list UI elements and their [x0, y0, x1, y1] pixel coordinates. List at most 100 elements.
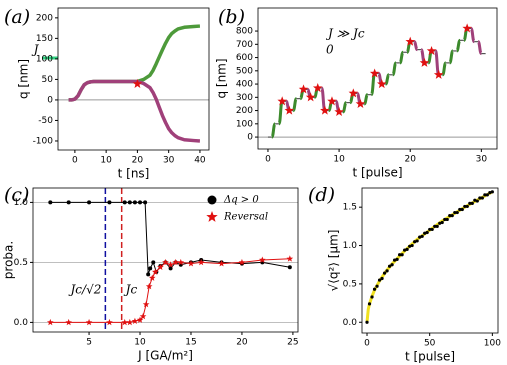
star-marker: [187, 260, 195, 267]
panel: 0 100 200 300 400 500 600 700 800 0 10 20 30 t [pulse…: [215, 6, 498, 180]
transition: [270, 122, 277, 139]
star-marker: [348, 88, 359, 98]
annotation: J ≫ Jc: [325, 27, 365, 41]
star-marker: [121, 318, 129, 326]
star-marker: [136, 316, 144, 323]
legend-label: Δq > 0: [223, 195, 259, 206]
x-axis-label: t [ns]: [118, 167, 150, 181]
point: [151, 260, 156, 265]
point: [380, 276, 384, 281]
point: [428, 227, 432, 232]
point: [138, 200, 143, 205]
point: [146, 272, 151, 277]
point: [375, 284, 379, 288]
x-tick-label: 10: [100, 156, 112, 166]
star-marker: [305, 92, 316, 102]
transition: [384, 73, 390, 86]
annotation: J: [31, 43, 40, 57]
point: [465, 204, 469, 209]
y-tick-label: 1.0: [14, 198, 29, 208]
point: [470, 201, 474, 205]
y-tick-label: 700: [236, 40, 253, 50]
plot-frame: [361, 187, 499, 334]
point: [385, 269, 389, 273]
point: [168, 266, 173, 271]
x-tick-label: 5: [86, 338, 92, 348]
point: [66, 200, 71, 205]
star-marker: [126, 318, 134, 326]
star-marker: [277, 96, 287, 106]
star-marker: [320, 105, 330, 115]
panel-label: (a): [4, 6, 30, 28]
transition: [476, 40, 483, 56]
y-tick-label: 0.0: [14, 318, 29, 328]
panel-label: (c): [4, 184, 29, 206]
point: [87, 200, 92, 205]
point: [107, 200, 112, 205]
star-marker: [145, 282, 153, 290]
star-marker: [139, 312, 147, 320]
y-tick-label: 600: [236, 53, 253, 63]
x-tick-label: 0: [364, 339, 370, 349]
point: [490, 190, 494, 194]
y-tick-label: 400: [236, 80, 253, 90]
x-tick-label: 30: [476, 155, 488, 165]
x-tick-label: 20: [236, 338, 248, 348]
plot-frame: [32, 187, 299, 333]
transition: [398, 50, 405, 65]
point: [410, 243, 414, 248]
point: [450, 214, 454, 218]
x-tick-label: 40: [194, 156, 206, 166]
point: [458, 207, 462, 212]
plot-area: [362, 188, 498, 333]
panel: -100 -50 0 50 100 150 200 0 10 20 30 40 t [ns] q [nm]…: [4, 6, 210, 181]
point: [480, 196, 484, 200]
star-marker: [148, 274, 156, 281]
series-line: [50, 201, 290, 275]
panel-label: (d): [308, 184, 335, 206]
point: [483, 193, 487, 197]
point: [435, 224, 439, 228]
point: [430, 227, 434, 232]
plot-frame: [257, 7, 498, 150]
point: [418, 235, 422, 239]
transition: [469, 26, 476, 44]
point: [132, 200, 137, 205]
y-axis-label: q [nm]: [17, 59, 31, 99]
star-marker: [355, 98, 366, 108]
star-marker: [132, 78, 143, 88]
transition: [363, 93, 369, 106]
legend-label: Reversal: [223, 212, 268, 223]
point: [445, 217, 449, 222]
star-marker: [131, 317, 139, 325]
y-tick-label: 0: [247, 133, 253, 143]
point: [488, 191, 492, 195]
point: [392, 258, 397, 262]
point: [485, 193, 489, 197]
y-tick-label: 100: [36, 54, 53, 64]
star-marker: [106, 318, 113, 326]
star-marker: [327, 96, 337, 106]
y-tick-label: 0.0: [343, 318, 358, 328]
x-tick-label: 20: [132, 156, 144, 166]
transition: [342, 101, 348, 114]
x-tick-label: 10: [134, 338, 146, 348]
point: [127, 200, 132, 205]
series-line: [68, 79, 201, 143]
point: [453, 210, 457, 215]
point: [413, 240, 417, 244]
point: [48, 200, 53, 205]
point: [405, 247, 409, 251]
star-marker: [298, 84, 309, 94]
plot-content: [258, 23, 497, 139]
x-tick-label: 15: [185, 338, 196, 348]
y-tick-label: -50: [38, 116, 53, 126]
star-marker: [405, 36, 415, 46]
point: [148, 266, 153, 271]
plot-area: [58, 8, 209, 150]
plot-content: [58, 24, 209, 143]
star-marker: [65, 318, 72, 326]
point: [395, 257, 399, 261]
panel-label: (b): [218, 6, 245, 28]
y-tick-label: 1.0: [343, 241, 358, 251]
